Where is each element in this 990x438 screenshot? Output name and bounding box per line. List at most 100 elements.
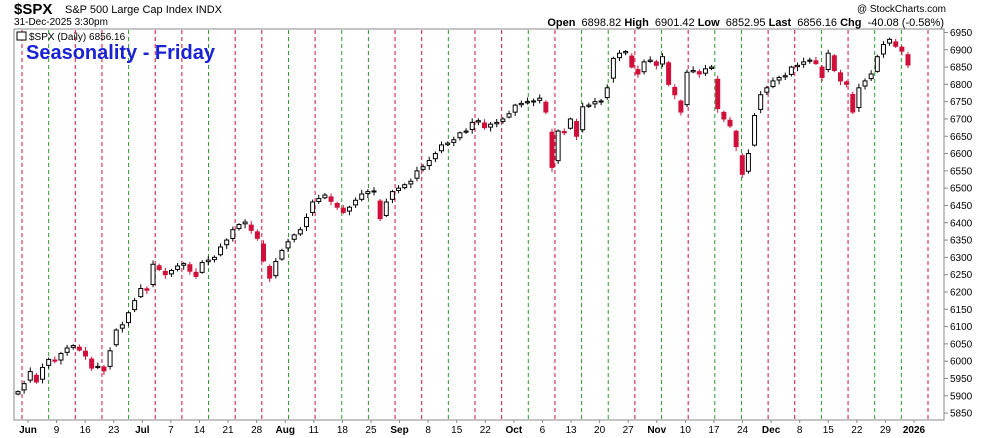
- candle-body: [181, 263, 187, 266]
- candle-body: [745, 153, 751, 172]
- chg-value: -40.08 (-0.58%): [867, 17, 944, 29]
- legend-label: $SPX (Daily) 6856.16: [29, 32, 126, 43]
- candle-body: [383, 201, 389, 217]
- candle-body: [451, 139, 457, 143]
- candle-body: [457, 132, 463, 139]
- candle-body: [752, 115, 758, 146]
- x-tick-label: 7: [168, 425, 174, 436]
- candle-body: [678, 100, 684, 113]
- y-tick-label: 6250: [950, 270, 973, 281]
- candle-body: [89, 358, 95, 369]
- candle-body: [758, 94, 764, 110]
- candle-body: [273, 261, 279, 277]
- last-value: 6856.16: [797, 17, 838, 29]
- candle-body: [396, 187, 402, 191]
- candle-body: [119, 324, 125, 329]
- candle-body: [150, 263, 156, 285]
- candle-body: [334, 202, 340, 208]
- y-tick-label: 5950: [950, 374, 973, 385]
- candle-body: [574, 121, 580, 137]
- candle-body: [862, 80, 868, 87]
- y-tick-label: 5900: [950, 391, 973, 402]
- y-tick-label: 5850: [950, 409, 973, 420]
- candle-body: [267, 266, 273, 279]
- candle-body: [426, 159, 432, 167]
- y-tick-label: 6600: [950, 149, 973, 160]
- x-tick-label: 2026: [903, 425, 926, 436]
- x-tick-label: Nov: [647, 425, 666, 436]
- candle-body: [905, 54, 911, 66]
- candle-body: [770, 80, 776, 88]
- candle-body: [52, 359, 58, 362]
- candle-body: [592, 101, 598, 105]
- candle-body: [83, 350, 89, 357]
- candle-body: [475, 120, 481, 123]
- candle-body: [248, 224, 254, 231]
- candle-body: [537, 97, 543, 101]
- candle-body: [414, 170, 420, 179]
- y-tick-label: 6750: [950, 97, 973, 108]
- candle-body: [739, 155, 745, 175]
- x-tick-label: 8: [425, 425, 431, 436]
- y-tick-label: 6200: [950, 287, 973, 298]
- candle-body: [617, 52, 623, 59]
- x-tick-label: 21: [223, 425, 235, 436]
- x-tick-label: 29: [880, 425, 892, 436]
- x-tick-label: 13: [565, 425, 577, 436]
- y-tick-label: 6900: [950, 45, 973, 56]
- candle-body: [156, 265, 162, 270]
- candle-body: [887, 38, 893, 44]
- candle-body: [316, 198, 322, 202]
- candle-body: [764, 87, 770, 93]
- candle-body: [610, 57, 616, 79]
- candle-body: [107, 350, 113, 367]
- candle-body: [21, 383, 27, 391]
- y-tick-label: 6850: [950, 63, 973, 74]
- candle-body: [359, 193, 365, 200]
- candle-body: [193, 271, 199, 277]
- candle-body: [113, 329, 119, 346]
- x-tick-label: 16: [80, 425, 92, 436]
- candle-body: [236, 224, 242, 230]
- candle-body: [874, 56, 880, 72]
- candle-body: [850, 93, 856, 113]
- candle-body: [463, 130, 469, 133]
- candle-body: [561, 131, 567, 134]
- candle-body: [880, 44, 886, 55]
- brand-credit: @ StockCharts.com: [856, 4, 946, 15]
- x-tick-label: Jul: [135, 425, 150, 436]
- candle-body: [629, 55, 635, 68]
- y-tick-label: 6150: [950, 305, 973, 316]
- candle-body: [709, 66, 715, 69]
- candle-body: [162, 270, 168, 276]
- x-tick-label: 20: [594, 425, 606, 436]
- candle-body: [95, 365, 101, 369]
- candle-body: [340, 207, 346, 213]
- security-name: S&P 500 Large Cap Index INDX: [65, 4, 222, 16]
- candle-body: [402, 184, 408, 189]
- y-tick-label: 6550: [950, 166, 973, 177]
- x-tick-label: 28: [251, 425, 263, 436]
- candle-body: [494, 121, 500, 125]
- y-tick-label: 6400: [950, 218, 973, 229]
- exchange: INDX: [195, 4, 222, 16]
- candle-body: [279, 249, 285, 260]
- x-tick-label: 24: [737, 425, 749, 436]
- candle-body: [346, 206, 352, 212]
- x-tick-label: 10: [680, 425, 692, 436]
- candle-body: [690, 70, 696, 73]
- friday-markers: [21, 30, 929, 419]
- candle-body: [187, 264, 193, 272]
- candle-body: [776, 76, 782, 81]
- candle-body: [439, 144, 445, 152]
- candle-body: [813, 60, 819, 65]
- candle-body: [211, 256, 217, 261]
- y-tick-label: 6000: [950, 357, 973, 368]
- candle-body: [168, 270, 174, 275]
- candle-body: [101, 366, 107, 372]
- x-tick-label: 6: [540, 425, 546, 436]
- candle-body: [837, 72, 843, 82]
- x-tick-label: 11: [309, 425, 320, 436]
- x-tick-label: 9: [54, 425, 60, 436]
